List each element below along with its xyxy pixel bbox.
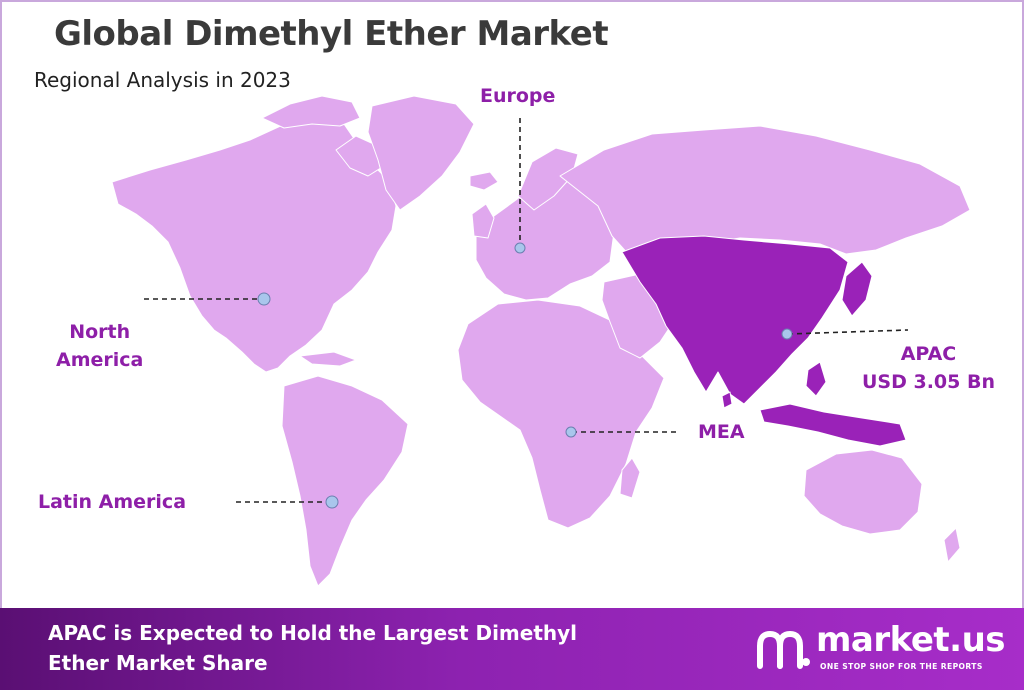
british-isles-land (471, 203, 495, 239)
africa-land (457, 299, 665, 529)
footer-line-2: Ether Market Share (48, 651, 268, 675)
russia-land (559, 125, 971, 257)
footer-headline: APAC is Expected to Hold the Largest Dim… (48, 618, 668, 678)
mea-marker (565, 426, 577, 438)
logo-wordmark: market.us (816, 620, 1006, 660)
footer-banner: APAC is Expected to Hold the Largest Dim… (0, 608, 1024, 690)
market-us-logo-icon (757, 630, 810, 669)
europe-label: Europe (480, 82, 555, 110)
page-subtitle: Regional Analysis in 2023 (34, 68, 291, 92)
apac-label-name: APAC (900, 343, 957, 365)
logo-tagline: ONE STOP SHOP FOR THE REPORTS (820, 662, 983, 671)
greenland-land (367, 95, 475, 211)
north-america-label-line2: America (56, 349, 144, 371)
australia-land (803, 449, 923, 535)
market-us-logo: market.us ONE STOP SHOP FOR THE REPORTS (754, 620, 1006, 678)
arctic-islands-land (261, 95, 361, 129)
apac-leader-line (787, 329, 909, 335)
apac-mainland (621, 235, 849, 405)
page-title: Global Dimethyl Ether Market (54, 14, 609, 54)
footer-line-1: APAC is Expected to Hold the Largest Dim… (48, 621, 578, 645)
north-america-label: North America (56, 318, 143, 374)
europe-label-text: Europe (480, 85, 556, 107)
latin-america-label: Latin America (38, 488, 186, 516)
apac-label: APAC USD 3.05 Bn (862, 340, 995, 396)
philippines-land (805, 361, 827, 397)
madagascar-land (619, 457, 641, 499)
scandinavia-land (517, 147, 579, 211)
iceland-land (469, 171, 499, 191)
indonesia-land (759, 403, 907, 447)
south-america-land (281, 375, 409, 587)
world-map (111, 95, 971, 587)
latin-america-marker (325, 495, 339, 509)
mea-label-text: MEA (698, 421, 745, 443)
apac-marker (781, 328, 793, 340)
apac-label-value: USD 3.05 Bn (862, 371, 995, 393)
sri-lanka-land (721, 391, 733, 409)
latin-america-label-text: Latin America (38, 491, 187, 513)
korea-japan-land (841, 261, 873, 317)
north-america-marker (257, 292, 271, 306)
north-america-label-line1: North (69, 321, 131, 343)
new-zealand-land (943, 527, 961, 563)
caribbean-land (299, 351, 357, 367)
europe-marker (514, 242, 526, 254)
mea-label: MEA (698, 418, 745, 446)
